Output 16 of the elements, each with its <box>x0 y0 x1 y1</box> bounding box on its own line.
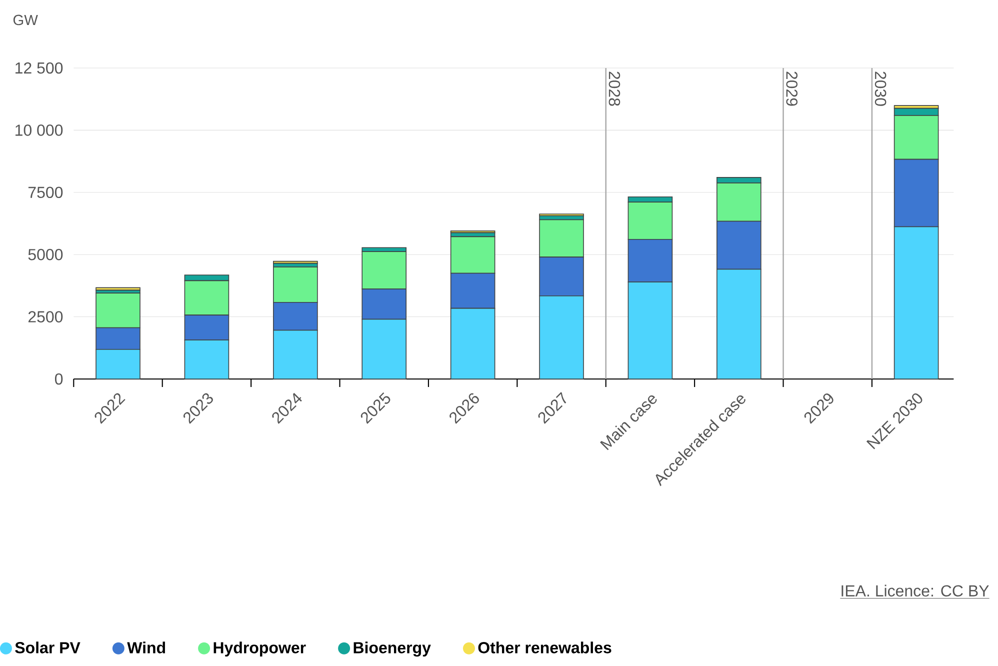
y-tick-label: 2500 <box>28 311 63 322</box>
y-axis-title: GW <box>13 14 38 26</box>
annotation: 2028 <box>608 72 620 106</box>
text: IEA. Licence: CC BY <box>842 584 989 597</box>
legend-label: Bioenergy <box>354 642 431 657</box>
legend-label: Hydropower <box>214 642 306 657</box>
legend-label: Other renewables <box>478 642 612 654</box>
y-tick-label: 12 500 <box>16 62 63 74</box>
y-tick-label: 5000 <box>28 248 63 260</box>
legend-label: Wind <box>127 642 166 654</box>
y-tick-label: 7500 <box>28 186 63 198</box>
annotation: 2030 <box>874 72 886 106</box>
legend-label: Solar PV <box>15 642 80 654</box>
y-tick-label: 0 <box>54 373 63 385</box>
annotation: 2029 <box>786 72 798 106</box>
y-tick-label: 10 000 <box>16 124 63 136</box>
